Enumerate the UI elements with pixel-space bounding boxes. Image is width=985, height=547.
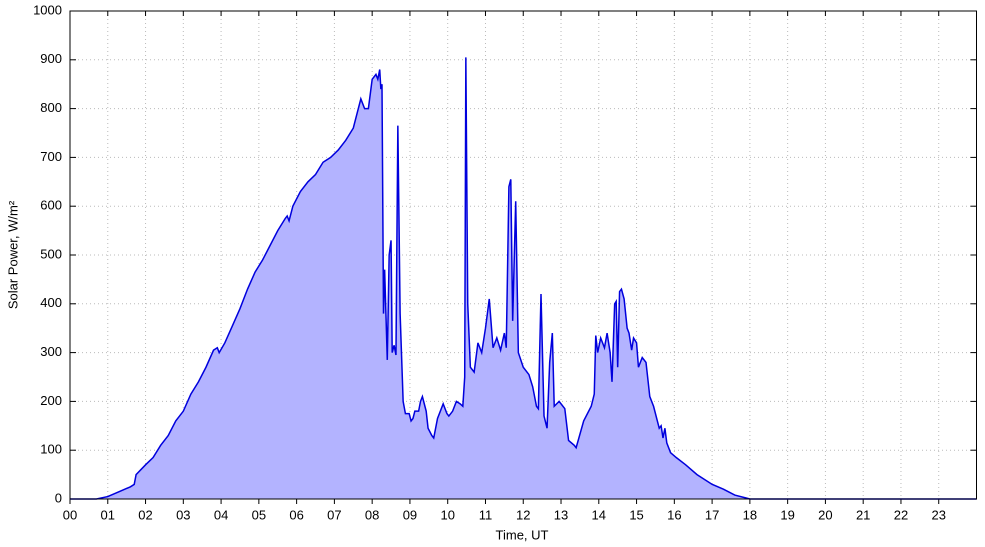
x-tick-label: 16 bbox=[667, 507, 681, 522]
y-tick-label: 600 bbox=[40, 198, 62, 213]
x-tick-label: 20 bbox=[818, 507, 832, 522]
x-tick-label: 15 bbox=[629, 507, 643, 522]
y-axis-label: Solar Power, W/m² bbox=[5, 200, 20, 309]
plot-frame bbox=[69, 10, 977, 500]
x-tick-label: 05 bbox=[252, 507, 266, 522]
x-tick-label: 13 bbox=[554, 507, 568, 522]
x-tick-label: 02 bbox=[138, 507, 152, 522]
y-tick-label: 1000 bbox=[33, 2, 62, 17]
x-tick-label: 23 bbox=[931, 507, 945, 522]
x-tick-label: 09 bbox=[403, 507, 417, 522]
x-tick-label: 21 bbox=[856, 507, 870, 522]
y-tick-label: 100 bbox=[40, 442, 62, 457]
x-tick-label: 18 bbox=[743, 507, 757, 522]
x-tick-label: 08 bbox=[365, 507, 379, 522]
x-tick-label: 01 bbox=[101, 507, 115, 522]
y-tick-label: 900 bbox=[40, 51, 62, 66]
x-tick-label: 14 bbox=[592, 507, 606, 522]
y-tick-label: 200 bbox=[40, 393, 62, 408]
x-tick-label: 00 bbox=[63, 507, 77, 522]
y-tick-label: 400 bbox=[40, 295, 62, 310]
y-tick-label: 500 bbox=[40, 246, 62, 261]
x-tick-label: 03 bbox=[176, 507, 190, 522]
x-tick-label: 12 bbox=[516, 507, 530, 522]
x-tick-label: 10 bbox=[440, 507, 454, 522]
x-axis-label: Time, UT bbox=[496, 527, 549, 542]
x-tick-label: 22 bbox=[894, 507, 908, 522]
y-tick-label: 300 bbox=[40, 344, 62, 359]
x-tick-label: 19 bbox=[780, 507, 794, 522]
y-tick-label: 800 bbox=[40, 100, 62, 115]
x-tick-label: 17 bbox=[705, 507, 719, 522]
x-tick-label: 04 bbox=[214, 507, 228, 522]
y-tick-label: 700 bbox=[40, 149, 62, 164]
area-fill bbox=[70, 57, 977, 500]
x-tick-label: 07 bbox=[327, 507, 341, 522]
x-tick-label: 11 bbox=[479, 507, 493, 522]
line bbox=[70, 57, 977, 500]
x-tick-label: 06 bbox=[289, 507, 303, 522]
y-tick-label: 0 bbox=[55, 490, 62, 505]
